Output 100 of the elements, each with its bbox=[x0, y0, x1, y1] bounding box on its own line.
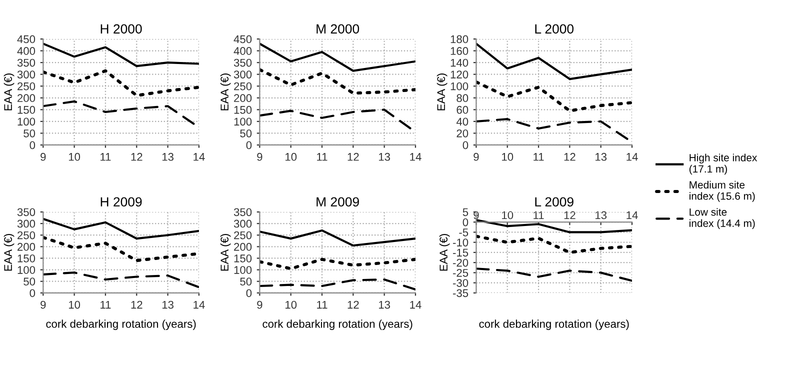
y-tick-label: 50 bbox=[240, 129, 252, 138]
y-tick-label: 200 bbox=[18, 94, 36, 102]
y-tick-label: 140 bbox=[450, 58, 468, 67]
y-tick-label: 100 bbox=[234, 266, 252, 274]
line-series bbox=[260, 42, 416, 72]
y-tick-label: 350 bbox=[17, 208, 36, 216]
y-tick-label: 200 bbox=[234, 242, 252, 251]
y-tick-label: 150 bbox=[18, 106, 36, 114]
x-tick-label: 14 bbox=[410, 153, 422, 161]
x-tick-label: 9 bbox=[474, 152, 479, 161]
x-tick-label: 10 bbox=[502, 211, 514, 220]
x-tick-label: 13 bbox=[596, 211, 607, 220]
x-tick-label: 14 bbox=[410, 300, 422, 309]
y-tick-label: 150 bbox=[18, 254, 36, 262]
y-tick-label: 100 bbox=[18, 266, 36, 274]
y-tick-label: 120 bbox=[450, 70, 468, 78]
y-tick-label: 180 bbox=[450, 35, 468, 44]
y-tick-label: 50 bbox=[240, 278, 252, 286]
chart-title: L 2009 bbox=[535, 197, 574, 207]
line-series bbox=[43, 218, 199, 240]
y-tick-label: 350 bbox=[234, 208, 252, 216]
x-tick-label: 14 bbox=[626, 211, 638, 220]
chart-title: M 2000 bbox=[316, 24, 360, 34]
x-tick-label: 11 bbox=[534, 211, 544, 220]
x-axis-title: cork debarking rotation (years) bbox=[262, 320, 412, 330]
y-tick-label: 0 bbox=[246, 289, 252, 298]
y-tick-label: 160 bbox=[450, 47, 468, 55]
y-tick-label: 80 bbox=[456, 94, 468, 102]
x-tick-label: 12 bbox=[131, 152, 142, 161]
y-tick-label: 250 bbox=[234, 231, 252, 240]
line-series bbox=[476, 268, 632, 282]
x-tick-label: 12 bbox=[348, 300, 359, 309]
x-tick-label: 10 bbox=[286, 300, 297, 309]
y-tick-label: -20 bbox=[453, 258, 468, 267]
x-tick-label: 13 bbox=[378, 152, 390, 161]
y-tick-label: 5 bbox=[462, 208, 468, 216]
x-tick-label: 10 bbox=[68, 152, 80, 161]
y-tick-label: 60 bbox=[456, 106, 468, 114]
x-tick-label: 13 bbox=[378, 300, 390, 309]
x-tick-label: 9 bbox=[257, 152, 262, 161]
x-axis-title: cork debarking rotation (years) bbox=[46, 320, 196, 330]
y-tick-label: 200 bbox=[234, 94, 252, 102]
y-tick-label: 150 bbox=[234, 254, 252, 262]
y-tick-label: 250 bbox=[234, 82, 252, 90]
x-tick-label: 11 bbox=[317, 153, 328, 161]
line-series bbox=[260, 229, 416, 247]
line-series bbox=[476, 234, 632, 254]
line-series bbox=[43, 272, 199, 288]
y-axis-title: EAA (€) bbox=[220, 74, 231, 110]
y-tick-label: -35 bbox=[453, 289, 468, 298]
y-tick-label: 100 bbox=[18, 118, 36, 126]
y-tick-label: 300 bbox=[234, 70, 252, 78]
line-series bbox=[43, 42, 199, 68]
y-tick-label: -30 bbox=[453, 279, 468, 287]
legend-label: Low site index (14.4 m) bbox=[690, 208, 755, 229]
y-tick-label: 50 bbox=[24, 129, 36, 138]
x-tick-label: 13 bbox=[596, 152, 607, 161]
y-tick-label: 100 bbox=[234, 118, 252, 126]
chart-title: H 2009 bbox=[100, 197, 142, 207]
x-tick-label: 14 bbox=[194, 300, 205, 309]
line-series bbox=[43, 69, 199, 98]
y-tick-label: 350 bbox=[234, 58, 252, 67]
x-tick-label: 10 bbox=[502, 152, 514, 161]
chart-title: L 2000 bbox=[535, 24, 574, 34]
y-tick-label: 450 bbox=[234, 35, 252, 44]
y-axis-title: EAA (€) bbox=[4, 234, 14, 271]
y-tick-label: 0 bbox=[462, 218, 468, 226]
y-tick-label: 300 bbox=[234, 220, 252, 228]
y-tick-label: 450 bbox=[17, 35, 36, 44]
x-tick-label: 11 bbox=[317, 300, 328, 309]
y-tick-label: 0 bbox=[30, 141, 36, 150]
y-tick-label: 250 bbox=[18, 231, 36, 240]
line-series bbox=[260, 68, 416, 95]
y-tick-label: 100 bbox=[450, 82, 468, 90]
x-axis-title: cork debarking rotation (years) bbox=[479, 320, 629, 330]
chart-title: M 2009 bbox=[316, 197, 359, 207]
x-tick-label: 11 bbox=[100, 153, 111, 161]
x-tick-label: 13 bbox=[162, 152, 174, 161]
x-tick-label: 9 bbox=[40, 300, 46, 309]
line-series bbox=[476, 80, 632, 112]
y-tick-label: -5 bbox=[459, 228, 468, 236]
x-tick-label: 11 bbox=[534, 153, 544, 161]
chart-title: H 2000 bbox=[100, 24, 142, 34]
y-tick-label: 0 bbox=[246, 141, 252, 150]
y-tick-label: 400 bbox=[17, 47, 36, 55]
y-tick-label: 50 bbox=[24, 278, 36, 286]
y-tick-label: 150 bbox=[234, 106, 252, 114]
y-axis-title: EAA (€) bbox=[4, 74, 14, 110]
legend-label: High site index (17.1 m) bbox=[690, 154, 758, 175]
legend-label: Medium site index (15.6 m) bbox=[690, 180, 755, 202]
line-series bbox=[260, 258, 416, 270]
y-tick-label: 0 bbox=[30, 289, 36, 298]
y-tick-label: 300 bbox=[17, 70, 36, 78]
y-tick-label: 250 bbox=[18, 82, 36, 90]
y-tick-label: 200 bbox=[18, 242, 36, 251]
y-axis-title: EAA (€) bbox=[220, 234, 231, 271]
x-tick-label: 14 bbox=[194, 153, 205, 161]
y-tick-label: 400 bbox=[234, 47, 252, 55]
y-tick-label: -10 bbox=[453, 238, 468, 246]
y-tick-label: 20 bbox=[456, 129, 468, 138]
